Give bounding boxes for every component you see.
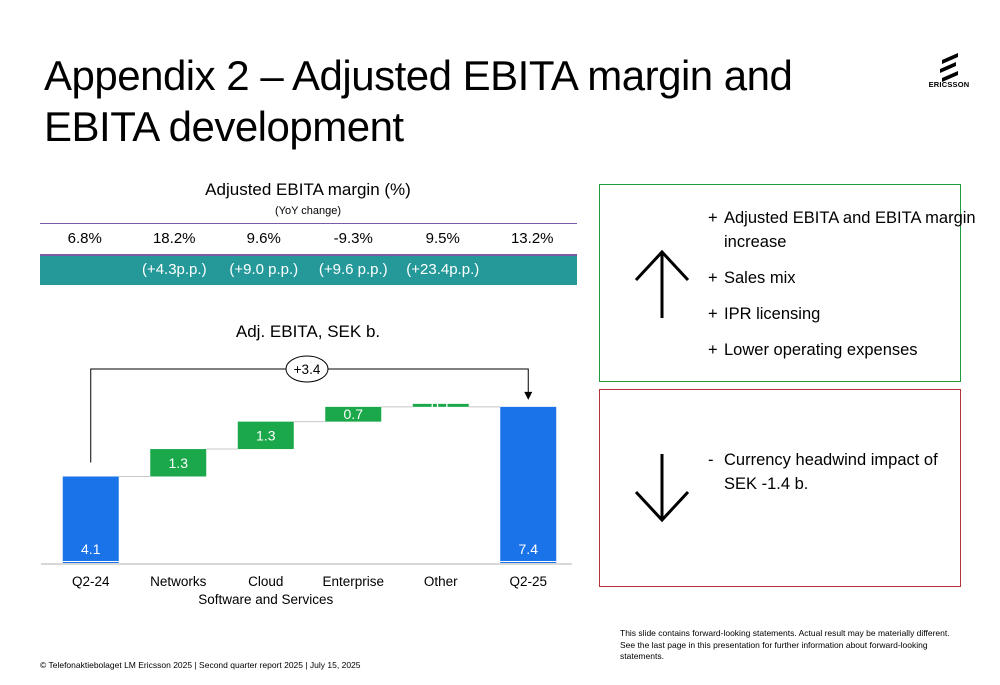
margin-value: 9.6% — [246, 230, 281, 247]
category-tick-label: Q2-25 — [509, 574, 547, 589]
margin-table-subtitle: (YoY change) — [274, 205, 342, 217]
margin-change-band — [40, 254, 577, 285]
positive-drivers-list: + Adjusted EBITA and EBITA margin increas… — [708, 206, 1000, 374]
driver-item: + Lower operating expenses — [708, 341, 918, 359]
bridge-arrowhead — [524, 391, 533, 400]
footer-text: © Telefonaktiebolaget LM Ericsson 2025 |… — [40, 660, 361, 670]
category-tick-label: Software and Services — [198, 592, 333, 607]
category-tick-label: Cloud — [248, 574, 283, 589]
bar-value-label: 0.1 — [431, 397, 451, 413]
margin-value: 6.8% — [67, 230, 102, 247]
arrow-up-icon — [634, 249, 690, 318]
waterfall-bar — [500, 406, 557, 563]
negative-drivers-box — [599, 389, 961, 587]
margin-table-top-rule — [40, 223, 577, 224]
margin-value: -9.3% — [333, 230, 373, 247]
driver-item: + Adjusted EBITA and EBITA margin increas… — [708, 209, 976, 251]
bar-value-label: 4.1 — [81, 541, 101, 557]
margin-change: (+9.0 p.p.) — [229, 261, 299, 278]
category-tick-label: Networks — [150, 574, 207, 589]
disclaimer-text: This slide contains forward-looking stat… — [620, 628, 950, 661]
ericsson-logo-icon — [940, 53, 958, 82]
margin-change: (+9.6 p.p.) — [318, 261, 388, 278]
logo-wordmark: ERICSSON — [928, 80, 970, 89]
driver-item: + Sales mix — [708, 269, 796, 287]
waterfall-bar — [325, 406, 382, 422]
driver-item: + IPR licensing — [708, 305, 821, 323]
category-tick-label: Other — [424, 574, 458, 589]
driver-item: - Currency headwind impact of SEK -1.4 b. — [708, 451, 938, 493]
margin-value: 9.5% — [425, 230, 460, 247]
margin-value: 18.2% — [152, 230, 196, 247]
bar-value-label: 7.4 — [519, 541, 539, 557]
bar-value-label: 1.3 — [256, 427, 276, 443]
margin-table-title: Adjusted EBITA margin (%) — [205, 180, 411, 199]
waterfall-bar — [150, 449, 207, 477]
margin-value: 13.2% — [510, 230, 554, 247]
chart-title: Adj. EBITA, SEK b. — [235, 322, 381, 341]
waterfall-bar — [237, 421, 294, 450]
margin-change: (+4.3p.p.) — [141, 261, 207, 278]
bridge-label-oval — [285, 355, 329, 383]
slide-title: Appendix 2 – Adjusted EBITA margin and E… — [44, 52, 793, 150]
bar-value-label: 0.7 — [344, 406, 364, 422]
waterfall-bar — [62, 476, 119, 563]
bar-value-label: 1.3 — [169, 455, 189, 471]
positive-drivers-box — [599, 184, 961, 382]
category-tick-label: Enterprise — [322, 574, 384, 589]
bridge-label: +3.4 — [294, 362, 321, 377]
margin-change: (+23.4p.p.) — [406, 261, 480, 278]
negative-drivers-list: - Currency headwind impact of SEK -1.4 b. — [708, 448, 943, 496]
category-tick-label: Q2-24 — [72, 574, 110, 589]
bridge-bracket — [90, 368, 529, 463]
arrow-down-icon — [634, 454, 690, 523]
waterfall-bar — [412, 403, 469, 407]
margin-changes-row: (+4.3p.p.) (+9.0 p.p.) (+9.6 p.p.) (+23.… — [40, 261, 577, 278]
margin-values-row: 6.8% 18.2% 9.6% -9.3% 9.5% 13.2% — [40, 230, 577, 247]
